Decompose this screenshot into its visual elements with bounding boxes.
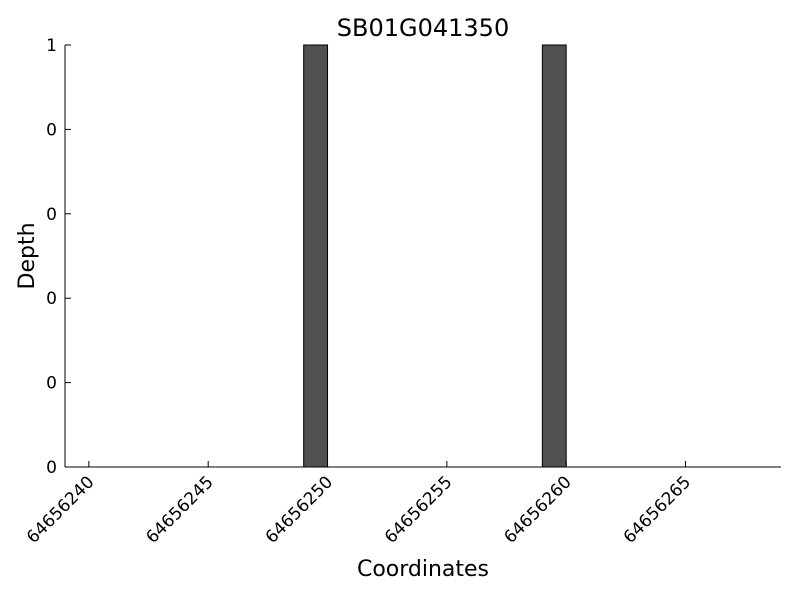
x-tick-label: 64656260 <box>500 472 575 547</box>
bar <box>303 44 329 468</box>
bar <box>541 44 567 468</box>
x-tick-label: 64656250 <box>262 472 337 547</box>
x-tick-label: 64656245 <box>142 472 217 547</box>
x-tick-label: 64656240 <box>23 472 98 547</box>
y-tick-label: 0 <box>46 289 57 309</box>
x-axis-label: Coordinates <box>357 557 489 582</box>
y-tick-label: 0 <box>46 458 57 478</box>
y-axis-label: Depth <box>15 222 40 289</box>
y-tick-label: 1 <box>46 36 57 56</box>
chart-title: SB01G041350 <box>337 14 509 42</box>
y-tick-label: 0 <box>46 205 57 225</box>
x-tick-label: 64656255 <box>381 472 456 547</box>
x-tick-label: 64656265 <box>620 472 695 547</box>
y-tick-label: 0 <box>46 374 57 394</box>
y-tick-label: 0 <box>46 120 57 140</box>
